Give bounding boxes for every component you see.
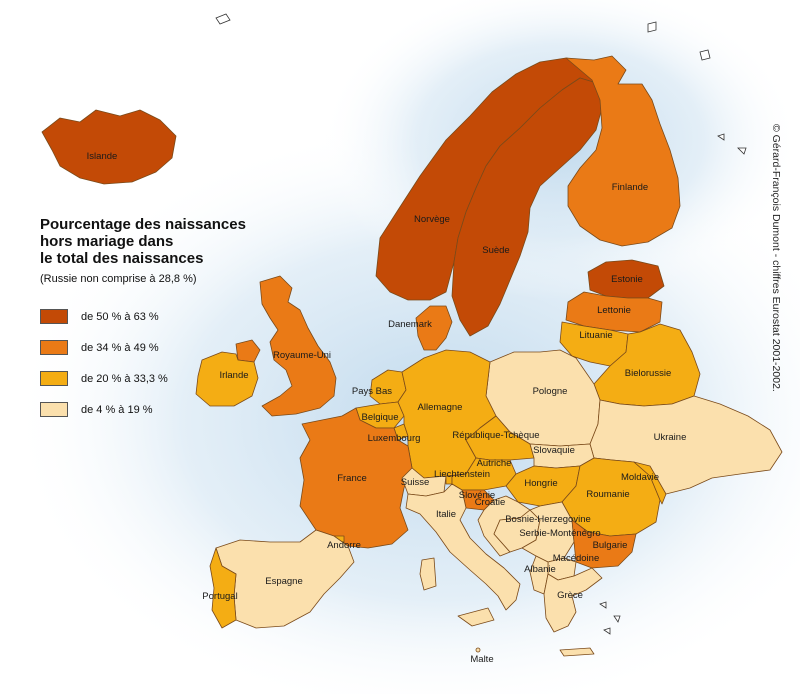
legend-swatch: [40, 371, 68, 386]
country-label-roumanie: Roumanie: [586, 489, 629, 500]
country-bulgarie: [571, 519, 637, 569]
country-label-croatie: Croatie: [475, 497, 506, 508]
country-islande: [41, 109, 177, 185]
country-label-belgique: Belgique: [362, 412, 399, 423]
country-royaume-uni: [259, 275, 337, 417]
country-label-albanie: Albanie: [524, 564, 556, 575]
island-north-1: [647, 21, 657, 33]
country-estonie: [587, 259, 665, 299]
country-italie-sardaigne: [419, 557, 437, 591]
island-east-2: [737, 147, 747, 155]
country-label-slovenie: Slovénie: [459, 490, 495, 501]
island-aegean-1: [599, 601, 607, 609]
copyright-credit: © Gérard-François Dumont - chiffres Euro…: [770, 124, 782, 392]
country-label-serbie-montenegro: Serbie-Monténégro: [519, 528, 600, 539]
country-label-malte: Malte: [470, 654, 493, 665]
country-irlande: [195, 351, 259, 407]
legend-label: de 20 % à 33,3 %: [81, 372, 168, 385]
country-label-allemagne: Allemagne: [418, 402, 463, 413]
country-label-luxembourg: Luxembourg: [368, 433, 421, 444]
legend-items: de 50 % à 63 % de 34 % à 49 % de 20 % à …: [40, 301, 280, 425]
island-east-1: [717, 133, 725, 141]
country-portugal: [209, 547, 237, 629]
country-label-grece: Grèce: [557, 590, 583, 601]
legend-item: de 20 % à 33,3 %: [40, 363, 280, 394]
country-grece-crete: [559, 647, 595, 657]
country-label-autriche: Autriche: [477, 458, 512, 469]
country-label-norvege: Norvège: [414, 214, 450, 225]
country-label-bielorussie: Bielorussie: [625, 368, 671, 379]
country-label-suisse: Suisse: [401, 477, 430, 488]
country-lettonie: [565, 291, 663, 333]
country-label-bulgarie: Bulgarie: [593, 540, 628, 551]
legend-item: de 4 % à 19 %: [40, 394, 280, 425]
legend-title-line-3: le total des naissances: [40, 250, 204, 267]
country-label-slovaquie: Slovaquie: [533, 445, 575, 456]
country-label-lituanie: Lituanie: [579, 330, 612, 341]
country-moldavie: [633, 461, 667, 505]
country-label-finlande: Finlande: [612, 182, 648, 193]
country-royaume-uni-nireland: [235, 339, 261, 363]
legend-swatch: [40, 402, 68, 417]
country-italie-sicile: [457, 607, 495, 627]
country-label-moldavie: Moldavie: [621, 472, 659, 483]
island-jan-mayen: [215, 13, 231, 25]
country-label-estonie: Estonie: [611, 274, 643, 285]
country-label-republique-tcheque: République-Tchèque: [452, 430, 539, 441]
country-label-ukraine: Ukraine: [654, 432, 687, 443]
country-finlande: [565, 55, 681, 247]
country-label-pologne: Pologne: [533, 386, 568, 397]
legend-swatch: [40, 340, 68, 355]
legend-title-line-1: Pourcentage des naissances: [40, 216, 246, 233]
legend-label: de 34 % à 49 %: [81, 341, 159, 354]
legend-item: de 34 % à 49 %: [40, 332, 280, 363]
country-label-liechtenstein: Liechtenstein: [434, 469, 490, 480]
country-label-irlande: Irlande: [219, 370, 248, 381]
country-label-france: France: [337, 473, 367, 484]
legend-label: de 50 % à 63 %: [81, 310, 159, 323]
country-label-andorre: Andorre: [327, 540, 361, 551]
legend-label: de 4 % à 19 %: [81, 403, 153, 416]
legend-note: (Russie non comprise à 28,8 %): [40, 273, 197, 285]
legend-title-line-2: hors mariage dans: [40, 233, 174, 250]
island-north-2: [699, 49, 711, 61]
legend-swatch: [40, 309, 68, 324]
country-label-royaume-uni: Royaume-Uni: [273, 350, 331, 361]
legend: Pourcentage des naissances hors mariage …: [40, 216, 280, 425]
country-label-lettonie: Lettonie: [597, 305, 631, 316]
country-malte: [475, 647, 481, 653]
country-grece: [543, 567, 603, 633]
country-label-danemark: Danemark: [388, 319, 432, 330]
island-aegean-3: [603, 627, 611, 635]
country-label-hongrie: Hongrie: [524, 478, 557, 489]
legend-item: de 50 % à 63 %: [40, 301, 280, 332]
country-label-suede: Suède: [482, 245, 509, 256]
country-france: [299, 407, 413, 549]
country-danemark: [415, 305, 453, 351]
country-label-portugal: Portugal: [202, 591, 237, 602]
island-aegean-2: [613, 615, 621, 623]
country-label-italie: Italie: [436, 509, 456, 520]
country-italie: [405, 483, 521, 611]
country-label-espagne: Espagne: [265, 576, 303, 587]
country-suede: [451, 77, 603, 337]
legend-title: Pourcentage des naissances hors mariage …: [40, 216, 280, 267]
country-label-pays-bas: Pays Bas: [352, 386, 392, 397]
country-label-macedoine: Macédoine: [553, 553, 599, 564]
country-label-bosnie-herzegovine: Bosnie-Herzegovine: [505, 514, 591, 525]
country-label-islande: Islande: [87, 151, 118, 162]
